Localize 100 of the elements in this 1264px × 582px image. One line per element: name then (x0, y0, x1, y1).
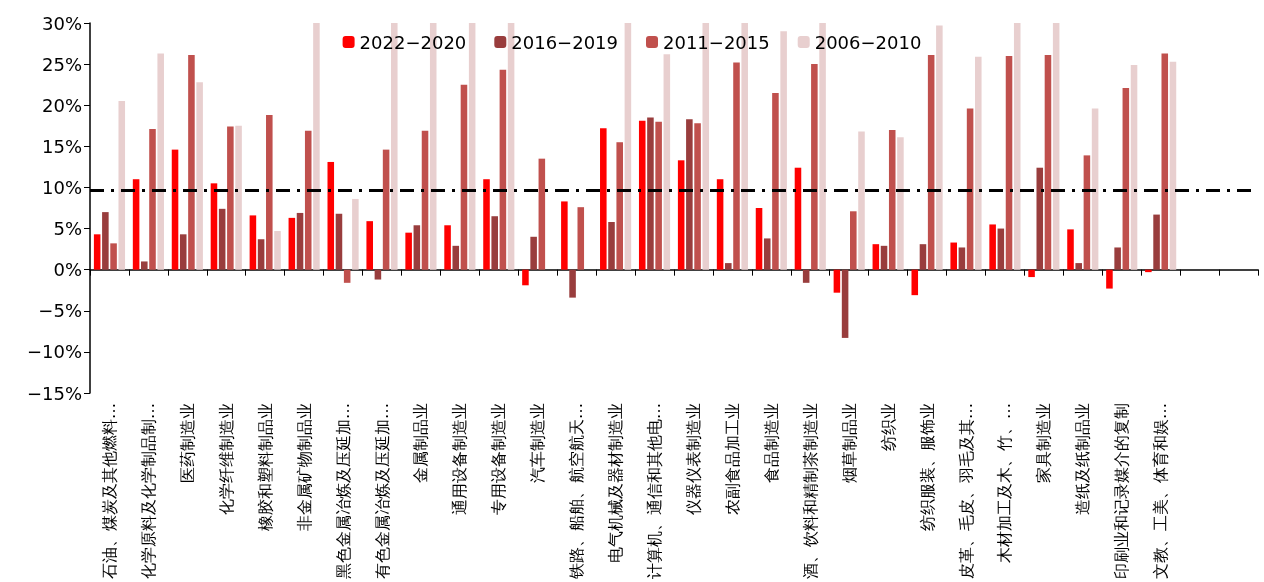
bar (110, 243, 117, 270)
bar (655, 121, 662, 270)
bar (841, 269, 849, 338)
bar (288, 217, 296, 270)
bar (171, 149, 179, 270)
x-tick-label: 农副食品加工业 (722, 403, 742, 515)
y-tick-label: −15% (26, 382, 82, 404)
bar (897, 137, 904, 270)
y-tick-label: 25% (41, 53, 82, 75)
bar (1114, 247, 1121, 270)
bar (257, 239, 265, 270)
bar (1044, 55, 1052, 270)
bar (1122, 87, 1130, 270)
bar (577, 207, 585, 270)
bar (460, 84, 468, 270)
bar (296, 212, 304, 270)
x-tick-label: 专用设备制造业 (489, 403, 509, 515)
x-tick-label: 计算机、通信和其他电… (645, 403, 665, 579)
bar (780, 31, 787, 270)
bar (888, 129, 896, 270)
bar (997, 228, 1005, 270)
bar (1161, 53, 1169, 270)
bar (468, 23, 476, 270)
y-tick-label: 20% (41, 94, 82, 116)
legend-label: 2022−2020 (359, 31, 467, 53)
bar (274, 231, 281, 270)
x-tick-label: 造纸及纸制品业 (1073, 403, 1093, 515)
bar (382, 149, 390, 270)
bar (499, 69, 507, 270)
bar (1036, 167, 1044, 270)
bar (1028, 269, 1035, 278)
x-tick-label: 纺织服装、服饰业 (917, 403, 937, 531)
bar (157, 53, 164, 270)
x-tick-label: 化学原料及化学制品制… (138, 403, 158, 579)
bar (249, 215, 257, 270)
legend-label: 2006−2010 (814, 31, 922, 53)
bar (686, 119, 693, 270)
bar (966, 108, 974, 270)
bar (811, 64, 818, 270)
bar (1106, 269, 1113, 289)
bar (405, 232, 412, 270)
x-tick-label: 非金属矿物制品业 (294, 403, 314, 531)
bar (1005, 55, 1013, 270)
x-tick-label: 纺织业 (878, 403, 898, 451)
bar (1153, 214, 1160, 270)
y-tick-label: 30% (41, 12, 82, 34)
bar (1052, 23, 1060, 270)
bar (794, 167, 802, 270)
x-tick-label: 石油、煤炭及其他燃料… (99, 403, 119, 579)
bar (141, 261, 148, 270)
y-tick-label: 10% (41, 176, 82, 198)
bar (850, 211, 857, 270)
x-tick-label: 烟草制品业 (839, 403, 859, 483)
x-tick-label: 文教、工美、体育和娱… (1151, 403, 1171, 579)
bar (444, 225, 451, 270)
x-tick-label: 仪器仪表制造业 (683, 403, 703, 515)
bar (600, 128, 607, 270)
x-tick-label: 酒、饮料和精制茶制造业 (800, 403, 820, 579)
bar (210, 183, 218, 270)
x-tick-label: 电气机械及器材制造业 (606, 403, 626, 563)
bar (491, 216, 498, 270)
x-tick-label: 木材加工及木、竹、… (995, 403, 1015, 563)
bar (413, 225, 421, 270)
bar (694, 123, 701, 270)
bar (725, 263, 732, 270)
x-tick-label: 铁路、船舶、航空航天… (567, 403, 587, 580)
bar (1013, 23, 1021, 270)
bar (858, 131, 865, 270)
bar (1130, 64, 1138, 270)
bar (327, 161, 335, 270)
x-tick-label: 食品制造业 (761, 403, 781, 483)
bar (624, 23, 632, 270)
x-tick-label: 有色金属冶炼及压延加… (372, 403, 392, 579)
bar (647, 117, 654, 270)
bar (132, 179, 140, 270)
bar (196, 82, 203, 270)
y-tick-label: −5% (38, 300, 82, 322)
bar (366, 221, 373, 270)
bar (833, 269, 841, 293)
bar (1091, 108, 1099, 270)
bar (733, 62, 740, 270)
x-tick-label: 医药制造业 (177, 403, 197, 483)
x-tick-label: 黑色金属冶炼及压延加… (333, 403, 353, 579)
bar (638, 120, 646, 270)
bar (958, 247, 966, 270)
bar (483, 179, 490, 270)
bar (608, 221, 615, 270)
bar (919, 244, 927, 270)
bar (950, 242, 957, 270)
bar (763, 238, 771, 270)
y-tick-label: 0% (53, 259, 82, 281)
bar (1169, 61, 1177, 270)
bar (911, 269, 919, 296)
bar (266, 115, 273, 270)
legend-label: 2016−2019 (511, 31, 618, 53)
bar (352, 198, 359, 270)
legend-label: 2011−2015 (663, 31, 770, 53)
x-tick-label: 汽车制造业 (528, 403, 548, 483)
bar (522, 269, 529, 286)
bar (374, 269, 382, 280)
